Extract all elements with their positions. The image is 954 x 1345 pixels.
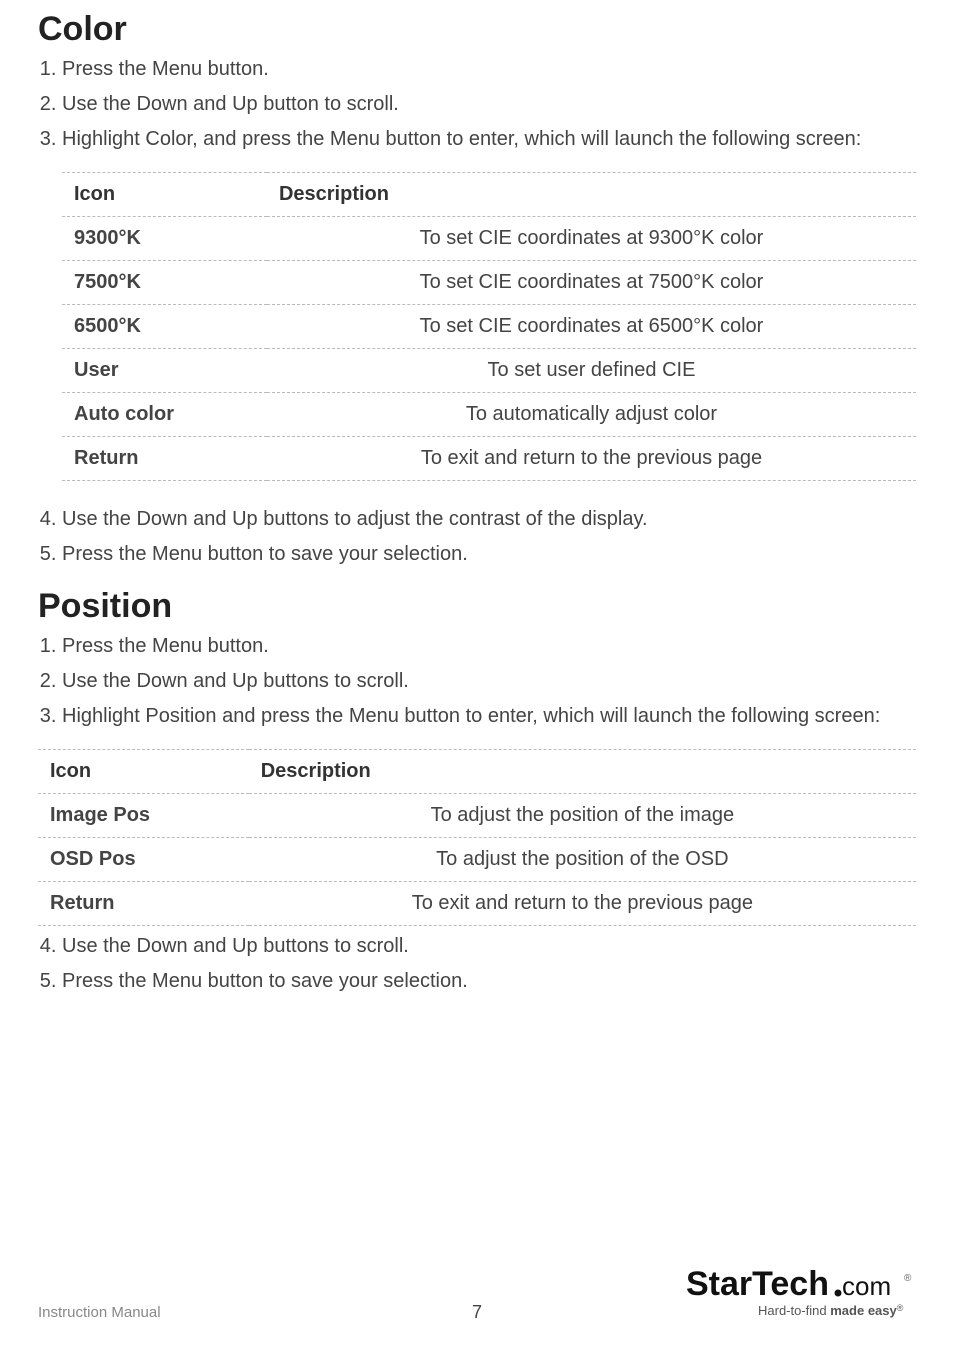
row-icon: User [62,349,267,393]
table-row: Image Pos To adjust the position of the … [38,794,916,838]
row-icon: 7500°K [62,261,267,305]
row-desc: To set user defined CIE [267,349,916,393]
table-header: Icon Description [38,750,916,794]
header-desc: Description [267,173,916,217]
color-step-1: Press the Menu button. [62,55,916,84]
section-color-title: Color [38,10,916,49]
position-step-3: Highlight Position and press the Menu bu… [62,702,916,731]
svg-text:StarTech: StarTech [686,1265,829,1303]
row-icon: Image Pos [38,794,249,838]
manual-label: Instruction Manual [38,1304,161,1321]
row-icon: Return [38,882,249,926]
svg-text:Hard-to-find made easy®: Hard-to-find made easy® [758,1303,904,1318]
page-number: 7 [472,1302,482,1323]
table-row: OSD Pos To adjust the position of the OS… [38,838,916,882]
table-header: Icon Description [62,173,916,217]
header-icon: Icon [62,173,267,217]
row-desc: To adjust the position of the image [249,794,916,838]
row-desc: To exit and return to the previous page [267,437,916,481]
table-row: 6500°K To set CIE coordinates at 6500°K … [62,305,916,349]
row-desc: To automatically adjust color [267,393,916,437]
header-icon: Icon [38,750,249,794]
row-desc: To set CIE coordinates at 9300°K color [267,217,916,261]
row-desc: To adjust the position of the OSD [249,838,916,882]
table-row: 7500°K To set CIE coordinates at 7500°K … [62,261,916,305]
color-step-5: Press the Menu button to save your selec… [62,540,916,569]
color-step-3: Highlight Color, and press the Menu butt… [62,125,916,154]
svg-text:com: com [842,1271,891,1301]
row-icon: 9300°K [62,217,267,261]
page-footer: Instruction Manual 7 StarTech com ® Hard… [38,1261,916,1321]
row-desc: To set CIE coordinates at 6500°K color [267,305,916,349]
color-steps-after: Use the Down and Up buttons to adjust th… [38,505,916,569]
row-desc: To set CIE coordinates at 7500°K color [267,261,916,305]
table-row: Return To exit and return to the previou… [38,882,916,926]
position-step-4: Use the Down and Up buttons to scroll. [62,932,916,961]
table-row: Return To exit and return to the previou… [62,437,916,481]
color-steps-before: Press the Menu button. Use the Down and … [38,55,916,154]
brand-logo: StarTech com ® Hard-to-find made easy® [686,1261,916,1321]
table-row: 9300°K To set CIE coordinates at 9300°K … [62,217,916,261]
position-steps-before: Press the Menu button. Use the Down and … [38,632,916,731]
row-icon: Return [62,437,267,481]
table-row: User To set user defined CIE [62,349,916,393]
row-icon: Auto color [62,393,267,437]
color-step-2: Use the Down and Up button to scroll. [62,90,916,119]
position-step-2: Use the Down and Up buttons to scroll. [62,667,916,696]
position-table: Icon Description Image Pos To adjust the… [38,749,916,926]
row-icon: OSD Pos [38,838,249,882]
row-icon: 6500°K [62,305,267,349]
row-desc: To exit and return to the previous page [249,882,916,926]
position-step-1: Press the Menu button. [62,632,916,661]
position-steps-after: Use the Down and Up buttons to scroll. P… [38,932,916,996]
position-step-5: Press the Menu button to save your selec… [62,967,916,996]
color-step-4: Use the Down and Up buttons to adjust th… [62,505,916,534]
color-table: Icon Description 9300°K To set CIE coord… [62,172,916,481]
header-desc: Description [249,750,916,794]
svg-text:®: ® [904,1273,912,1284]
table-row: Auto color To automatically adjust color [62,393,916,437]
section-position-title: Position [38,587,916,626]
